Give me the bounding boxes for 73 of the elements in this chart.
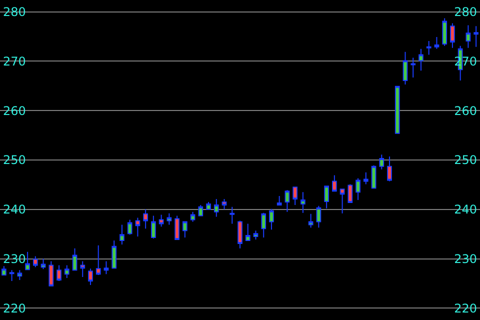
candlestick bbox=[104, 260, 109, 275]
y-tick-label: 280 bbox=[3, 5, 26, 20]
candlestick bbox=[316, 205, 322, 228]
candlestick bbox=[300, 192, 306, 214]
candlestick bbox=[442, 18, 448, 46]
y2-tick-label: 240 bbox=[454, 202, 477, 217]
candlestick bbox=[96, 244, 101, 276]
y2-tick-label: 250 bbox=[454, 153, 477, 168]
candlestick bbox=[127, 219, 132, 236]
candlestick bbox=[135, 217, 140, 238]
candlestick bbox=[450, 22, 455, 48]
candlestick bbox=[474, 26, 478, 48]
candlestick bbox=[308, 213, 314, 228]
candlestick bbox=[72, 248, 78, 271]
candlestick bbox=[17, 270, 22, 280]
y2-tick-label: 280 bbox=[454, 5, 477, 20]
candlestick bbox=[238, 220, 242, 249]
candlestick bbox=[182, 221, 188, 238]
candlestick bbox=[466, 24, 471, 48]
candlestick bbox=[120, 224, 124, 245]
candlestick bbox=[56, 264, 62, 282]
candlestick bbox=[48, 260, 54, 286]
y-tick-label: 260 bbox=[3, 104, 26, 118]
candlestick bbox=[112, 240, 117, 269]
candlestick bbox=[363, 172, 368, 185]
candlestick bbox=[222, 198, 227, 210]
candlestick bbox=[245, 223, 250, 241]
candlestick bbox=[80, 260, 86, 278]
candlestick bbox=[324, 186, 329, 209]
y2-tick-label: 230 bbox=[454, 252, 477, 266]
candlestick bbox=[269, 208, 274, 230]
candlestick bbox=[402, 51, 408, 85]
candlestick bbox=[158, 214, 164, 228]
candlestick bbox=[284, 190, 290, 212]
candlestick bbox=[418, 48, 424, 72]
candlestick bbox=[394, 85, 400, 134]
candlestick bbox=[379, 154, 384, 170]
candlestick bbox=[198, 204, 204, 216]
candlestick bbox=[40, 258, 46, 270]
candlestick bbox=[253, 230, 258, 240]
y-tick-label: 270 bbox=[3, 54, 26, 68]
candlestick bbox=[292, 186, 298, 206]
candlestick bbox=[230, 206, 235, 224]
candlestick bbox=[348, 184, 353, 204]
candlestick bbox=[426, 40, 432, 56]
candlestick bbox=[340, 188, 345, 214]
candlestick bbox=[371, 164, 376, 190]
candlestick bbox=[206, 201, 211, 210]
candlestick bbox=[32, 256, 38, 268]
candlestick bbox=[166, 212, 172, 226]
y2-tick-label: 260 bbox=[454, 104, 477, 118]
y-tick-label: 250 bbox=[3, 153, 26, 168]
candlestick bbox=[434, 36, 440, 50]
candlestick bbox=[174, 215, 180, 240]
candlestick bbox=[332, 174, 337, 192]
candlestick bbox=[88, 268, 93, 286]
candlestick bbox=[64, 264, 70, 279]
y-tick-label: 230 bbox=[3, 252, 26, 266]
y-tick-label: 240 bbox=[3, 202, 26, 217]
candlestick bbox=[276, 196, 282, 206]
y2-tick-label: 220 bbox=[454, 301, 477, 316]
candlestick bbox=[410, 57, 416, 78]
candlestick bbox=[2, 266, 6, 276]
candlestick bbox=[214, 198, 219, 218]
candlestick bbox=[190, 211, 196, 222]
candlestick bbox=[143, 208, 148, 230]
candlestick bbox=[387, 156, 392, 182]
candlestick bbox=[151, 215, 156, 240]
candlestick bbox=[261, 212, 266, 238]
candlestick bbox=[9, 270, 14, 282]
y-tick-label: 220 bbox=[3, 301, 26, 316]
candlestick bbox=[356, 178, 360, 200]
candlestick bbox=[25, 251, 30, 271]
